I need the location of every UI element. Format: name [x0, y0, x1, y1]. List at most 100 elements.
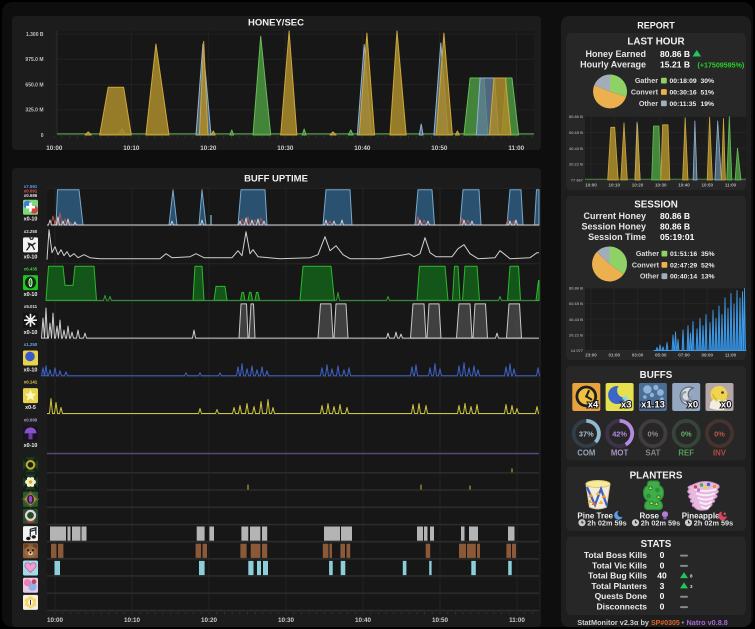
svg-text:x7.591: x7.591	[24, 184, 38, 189]
svg-text:Pineapple: Pineapple	[682, 511, 720, 520]
svg-text:03:00: 03:00	[632, 353, 644, 358]
svg-text:2h 02m 59s: 2h 02m 59s	[641, 519, 680, 528]
svg-text:77 667: 77 667	[571, 178, 584, 183]
svg-text:11:00: 11:00	[725, 353, 737, 358]
svg-text:Total Boss Kills: Total Boss Kills	[584, 550, 647, 560]
svg-text:0%: 0%	[648, 429, 659, 438]
svg-text:02:47:29: 02:47:29	[670, 262, 697, 269]
svg-text:10:20: 10:20	[200, 145, 217, 152]
svg-text:x0-5: x0-5	[25, 405, 36, 411]
svg-text:2h 02m 59s: 2h 02m 59s	[587, 519, 626, 528]
svg-text:Quests Done: Quests Done	[595, 591, 648, 601]
svg-text:Other: Other	[640, 272, 659, 281]
svg-text:COM: COM	[577, 448, 595, 457]
svg-text:00:11:35: 00:11:35	[670, 101, 697, 108]
svg-text:10:40: 10:40	[355, 617, 372, 624]
svg-text:10:40: 10:40	[678, 183, 690, 188]
svg-text:x6.435: x6.435	[24, 267, 38, 272]
svg-text:10:00: 10:00	[585, 183, 597, 188]
svg-text:x0.090: x0.090	[24, 417, 38, 422]
svg-text:10:20: 10:20	[201, 617, 218, 624]
svg-text:REPORT: REPORT	[637, 21, 675, 31]
svg-text:Gather: Gather	[636, 249, 659, 258]
svg-text:Pine Tree: Pine Tree	[577, 511, 613, 520]
svg-text:x0.686: x0.686	[24, 193, 38, 198]
svg-text:10:50: 10:50	[431, 145, 448, 152]
svg-text:BUFF UPTIME: BUFF UPTIME	[244, 174, 308, 185]
svg-text:10:10: 10:10	[608, 183, 620, 188]
svg-text:HONEY/SEC: HONEY/SEC	[248, 18, 304, 29]
svg-text:40: 40	[657, 571, 667, 581]
svg-text:x0-10: x0-10	[24, 443, 38, 449]
svg-text:10:00: 10:00	[47, 617, 64, 624]
svg-text:11:00: 11:00	[508, 145, 524, 152]
svg-text:40.43 B: 40.43 B	[569, 317, 583, 322]
svg-text:42%: 42%	[612, 429, 627, 438]
svg-text:35%: 35%	[701, 251, 715, 258]
svg-text:Rose: Rose	[639, 511, 659, 520]
svg-text:INV: INV	[713, 448, 727, 457]
svg-text:11:00: 11:00	[509, 617, 525, 624]
svg-text:0%: 0%	[681, 429, 692, 438]
svg-text:20.22 B: 20.22 B	[569, 332, 583, 337]
svg-text:05:00: 05:00	[655, 353, 667, 358]
svg-text:40.43 B: 40.43 B	[569, 146, 583, 151]
svg-text:10:50: 10:50	[701, 183, 713, 188]
svg-text:8: 8	[690, 574, 693, 579]
svg-text:•: •	[682, 618, 685, 627]
svg-text:10:30: 10:30	[278, 617, 295, 624]
svg-text:BUFFS: BUFFS	[640, 370, 673, 381]
svg-text:Honey Earned: Honey Earned	[585, 49, 646, 59]
svg-text:Convert: Convert	[632, 260, 660, 269]
svg-text:LAST HOUR: LAST HOUR	[627, 37, 684, 48]
svg-text:x0-10: x0-10	[24, 254, 38, 260]
svg-text:x1.250: x1.250	[24, 342, 38, 347]
svg-text:52%: 52%	[701, 262, 715, 269]
svg-text:975.0 M: 975.0 M	[25, 57, 43, 63]
svg-text:Total Bug Kills: Total Bug Kills	[588, 571, 647, 581]
svg-text:13%: 13%	[701, 274, 715, 281]
svg-text:Session Time: Session Time	[588, 232, 646, 242]
svg-text:x0.091: x0.091	[24, 188, 38, 193]
svg-text:x4: x4	[588, 400, 599, 411]
svg-text:3: 3	[660, 581, 665, 591]
svg-text:80.86 B: 80.86 B	[660, 222, 690, 232]
svg-text:0: 0	[660, 560, 665, 570]
svg-text:Disconnects: Disconnects	[596, 602, 647, 612]
svg-text:1.300 B: 1.300 B	[26, 32, 44, 38]
svg-text:0: 0	[660, 591, 665, 601]
svg-text:00:30:16: 00:30:16	[670, 89, 697, 96]
svg-text:x2.250: x2.250	[24, 229, 38, 234]
svg-text:2h 02m 59s: 2h 02m 59s	[694, 519, 733, 528]
svg-text:x3: x3	[621, 400, 632, 411]
svg-text:20.22 B: 20.22 B	[569, 162, 583, 167]
svg-text:0: 0	[660, 602, 665, 612]
svg-text:Current Honey: Current Honey	[583, 211, 646, 221]
svg-text:STATS: STATS	[641, 539, 672, 550]
svg-text:Other: Other	[639, 99, 658, 108]
svg-text:09:00: 09:00	[701, 353, 713, 358]
svg-text:01:51:16: 01:51:16	[670, 251, 697, 258]
svg-text:10:50: 10:50	[432, 617, 449, 624]
svg-text:SP#0305: SP#0305	[651, 620, 680, 627]
svg-text:30%: 30%	[701, 78, 715, 85]
svg-text:Session Honey: Session Honey	[581, 222, 646, 232]
svg-text:0%: 0%	[714, 429, 725, 438]
svg-text:80.86 B: 80.86 B	[660, 211, 690, 221]
svg-text:SAT: SAT	[645, 448, 660, 457]
svg-text:SESSION: SESSION	[634, 200, 678, 211]
svg-text:REF: REF	[678, 448, 694, 457]
svg-text:80.86 B: 80.86 B	[660, 49, 690, 59]
svg-text:x1.13: x1.13	[641, 400, 665, 411]
svg-text:00:40:14: 00:40:14	[670, 274, 697, 281]
svg-text:Gather: Gather	[635, 76, 658, 85]
svg-text:80.86 B: 80.86 B	[569, 114, 583, 119]
svg-text:x0-10: x0-10	[24, 330, 38, 336]
svg-text:15.21 B: 15.21 B	[660, 60, 690, 70]
svg-text:Total Vic Kills: Total Vic Kills	[592, 560, 647, 570]
svg-text:x0-10: x0-10	[24, 368, 38, 374]
svg-text:StatMonitor v2.3α by: StatMonitor v2.3α by	[577, 618, 650, 627]
svg-text:10:10: 10:10	[123, 145, 140, 152]
svg-text:325.0 M: 325.0 M	[25, 108, 43, 114]
svg-text:(+17509595%): (+17509595%)	[698, 62, 745, 70]
